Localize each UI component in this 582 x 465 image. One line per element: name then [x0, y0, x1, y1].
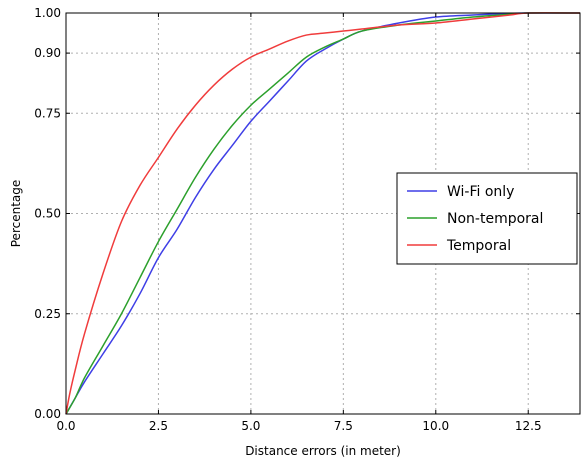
legend-items: Wi-Fi only Non-temporal Temporal: [407, 184, 543, 254]
x-tick-label: 12.5: [515, 419, 542, 433]
series-lines: [65, 12, 581, 415]
x-tick-label: 7.5: [334, 419, 353, 433]
y-tick-label: 0.25: [34, 307, 61, 321]
y-tick-label: 1.00: [34, 6, 61, 20]
y-axis-label: Percentage: [9, 180, 23, 248]
y-tick-label: 0.50: [34, 207, 61, 221]
x-tick-label: 5.0: [241, 419, 260, 433]
x-axis-label: Distance errors (in meter): [245, 444, 401, 458]
y-tick-label: 0.75: [34, 106, 61, 120]
series-line-temporal: [65, 12, 581, 415]
series-line-non-temporal: [65, 12, 581, 415]
y-tick-label: 0.90: [34, 46, 61, 60]
y-tick-label: 0.00: [34, 407, 61, 421]
legend: Wi-Fi only Non-temporal Temporal: [396, 172, 578, 265]
axis-ticks: 0.0 2.5 5.0 7.5 10.0 12.5 0.00 0.25 0.50 0.75 0.90…: [34, 6, 580, 433]
legend-label-temporal: Temporal: [446, 238, 511, 254]
legend-label-wi-fi-only: Wi-Fi only: [447, 184, 514, 200]
x-tick-label: 2.5: [149, 419, 168, 433]
x-tick-label: 0.0: [56, 419, 75, 433]
legend-label-non-temporal: Non-temporal: [447, 211, 543, 227]
x-tick-label: 10.0: [422, 419, 449, 433]
series-line-wi-fi-only: [65, 12, 581, 415]
